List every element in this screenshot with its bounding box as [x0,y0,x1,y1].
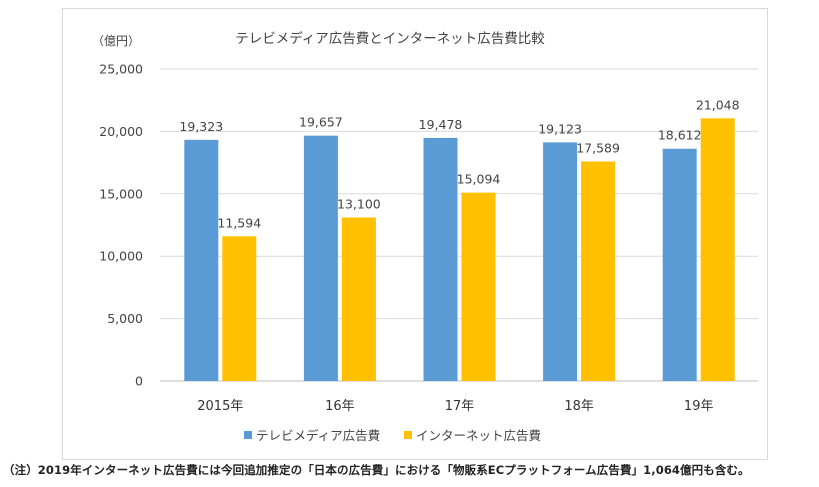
tv-value-label: 19,323 [179,119,223,134]
footnote: （注）2019年インターネット広告費には今回追加推定の「日本の広告費」における「… [3,463,750,477]
gridlines [160,68,758,382]
legend-swatch-internet [404,431,412,439]
y-axis-ticks: 0 5,000 10,000 15,000 20,000 25,000 [99,62,143,389]
tv-value-label: 19,478 [419,117,463,132]
data-labels: 19,323 11,594 19,657 13,100 19,478 15,094 19,1… [179,97,739,230]
y-tick-label: 0 [135,374,143,389]
tv-value-label: 19,123 [538,121,582,136]
bar-chart: テレビメディア広告費とインターネット広告費比較 （億円） 0 5,000 10,00… [92,30,758,443]
x-axis-ticks: 2015年 16年 17年 18年 19年 [197,399,713,414]
chart-frame [62,8,768,460]
tv-value-label: 19,657 [299,115,343,130]
x-tick-label: 18年 [564,399,594,414]
tv-bar [543,142,578,381]
legend-swatch-tv [244,431,252,439]
y-tick-label: 5,000 [107,311,143,326]
tv-bar [423,137,458,381]
tv-bar [303,135,338,381]
tv-bar [184,139,219,381]
y-tick-label: 20,000 [99,124,143,139]
internet-bar [461,192,496,381]
internet-bar [341,217,376,381]
legend-label-tv: テレビメディア広告費 [256,428,380,443]
x-tick-label: 2015年 [197,399,243,414]
y-tick-label: 25,000 [99,62,143,77]
legend-label-internet: インターネット広告費 [416,428,541,443]
internet-value-label: 13,100 [337,197,381,212]
tv-value-label: 18,612 [658,128,702,143]
internet-bar [700,118,735,382]
chart-title: テレビメディア広告費とインターネット広告費比較 [235,30,545,47]
y-tick-label: 15,000 [99,186,143,201]
x-tick-label: 17年 [445,399,475,414]
internet-value-label: 17,589 [576,140,620,155]
internet-value-label: 21,048 [696,97,740,112]
x-tick-label: 16年 [325,399,355,414]
internet-bar [222,236,257,381]
tv-bar [662,148,697,381]
internet-bar [581,161,616,381]
legend: テレビメディア広告費 インターネット広告費 [244,428,541,443]
x-tick-label: 19年 [684,399,714,414]
bars [184,118,735,382]
y-axis-unit-label: （億円） [92,34,140,48]
y-tick-label: 10,000 [99,249,143,264]
internet-value-label: 11,594 [217,215,261,230]
internet-value-label: 15,094 [457,172,501,187]
